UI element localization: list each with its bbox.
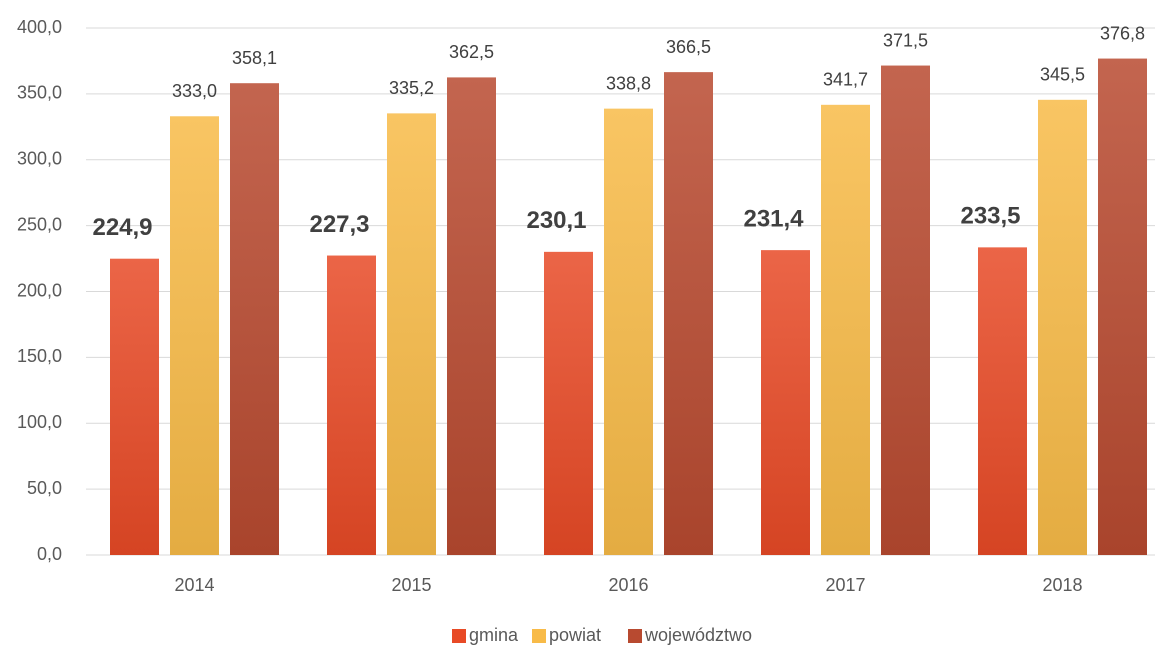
data-label: 362,5	[449, 42, 494, 62]
data-label: 233,5	[960, 203, 1020, 230]
y-tick-label: 50,0	[27, 478, 62, 498]
bar	[544, 251, 593, 555]
bar	[604, 108, 653, 556]
y-tick-label: 100,0	[17, 412, 62, 432]
x-tick-label: 2014	[174, 575, 214, 595]
bar	[447, 77, 496, 555]
bar	[170, 116, 219, 556]
data-label: 358,1	[232, 48, 277, 68]
data-label: 333,0	[172, 81, 217, 101]
bar	[1098, 58, 1147, 555]
bar	[761, 250, 810, 555]
bar	[881, 65, 930, 555]
bar	[327, 255, 376, 555]
bar	[110, 258, 159, 555]
y-tick-label: 350,0	[17, 83, 62, 103]
data-label: 338,8	[606, 73, 651, 93]
data-label: 231,4	[743, 205, 804, 232]
data-label: 335,2	[389, 78, 434, 98]
data-label: 371,5	[883, 30, 928, 50]
legend-swatch	[628, 629, 642, 643]
y-tick-label: 200,0	[17, 280, 62, 300]
data-label: 224,9	[92, 214, 152, 241]
data-label: 345,5	[1040, 65, 1085, 85]
y-tick-label: 150,0	[17, 346, 62, 366]
bar	[387, 113, 436, 556]
data-label: 227,3	[309, 211, 369, 238]
data-label: 341,7	[823, 70, 868, 90]
y-tick-label: 0,0	[37, 544, 62, 564]
bar	[821, 104, 870, 556]
legend-label: powiat	[549, 625, 601, 645]
x-tick-label: 2015	[391, 575, 431, 595]
legend-swatch	[452, 629, 466, 643]
y-tick-label: 300,0	[17, 149, 62, 169]
y-tick-label: 250,0	[17, 214, 62, 234]
x-tick-label: 2016	[608, 575, 648, 595]
data-label: 230,1	[526, 207, 586, 234]
data-label: 376,8	[1100, 23, 1145, 43]
bar	[230, 83, 279, 555]
bar	[978, 247, 1027, 555]
bar	[1038, 99, 1087, 556]
legend-label: gmina	[469, 625, 519, 645]
bar	[664, 72, 713, 555]
legend-label: województwo	[644, 625, 752, 645]
data-label: 366,5	[666, 37, 711, 57]
y-tick-label: 400,0	[17, 17, 62, 37]
x-tick-label: 2017	[825, 575, 865, 595]
x-tick-label: 2018	[1042, 575, 1082, 595]
legend-swatch	[532, 629, 546, 643]
